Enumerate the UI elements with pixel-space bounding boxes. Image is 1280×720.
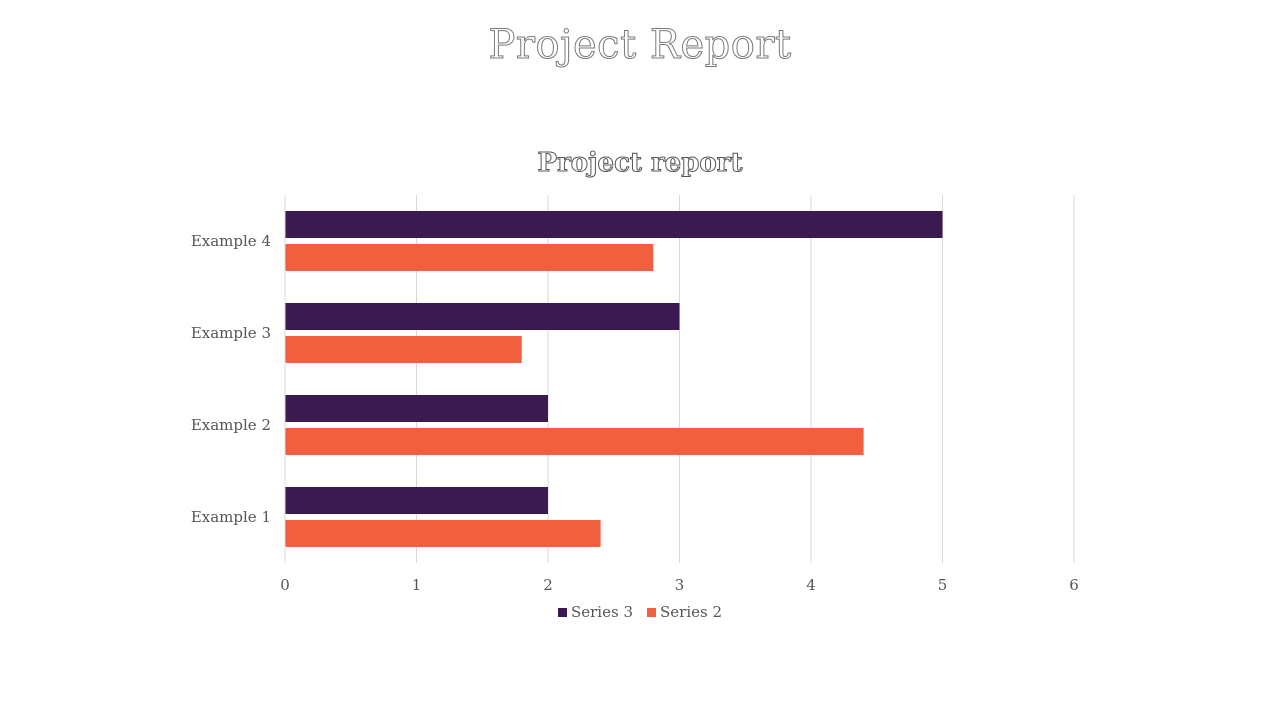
chart-title: Project report (537, 148, 743, 179)
chart-legend: Series 3 Series 2 (0, 603, 1280, 621)
bar-series-3-example-2 (285, 395, 548, 422)
bar-series-3-example-3 (285, 303, 680, 330)
legend-label-series-3: Series 3 (570, 603, 633, 621)
category-label: Example 3 (191, 324, 271, 342)
bar-series-3-example-4 (285, 211, 943, 238)
x-tick-label: 3 (675, 576, 685, 594)
legend-item-series-2: Series 2 (647, 603, 722, 621)
legend-item-series-3: Series 3 (557, 603, 633, 621)
bar-series-2-example-3 (285, 336, 522, 363)
category-label: Example 2 (191, 416, 271, 434)
bar-series-2-example-1 (285, 520, 601, 547)
bar-series-3-example-1 (285, 487, 548, 514)
legend-label-series-2: Series 2 (660, 603, 723, 621)
x-tick-label: 0 (280, 576, 290, 594)
legend-swatch-series-2 (647, 607, 656, 617)
x-tick-label: 4 (806, 576, 816, 594)
x-tick-label: 2 (543, 576, 553, 594)
x-tick-label: 5 (938, 576, 948, 594)
bar-series-2-example-4 (285, 244, 654, 271)
category-label: Example 1 (191, 508, 271, 526)
x-tick-label: 1 (412, 576, 422, 594)
legend-swatch-series-3 (557, 607, 567, 617)
category-label: Example 4 (191, 232, 271, 250)
bar-series-2-example-2 (285, 428, 864, 455)
x-tick-label: 6 (1069, 576, 1079, 594)
slide-title: Project Report (488, 22, 792, 69)
